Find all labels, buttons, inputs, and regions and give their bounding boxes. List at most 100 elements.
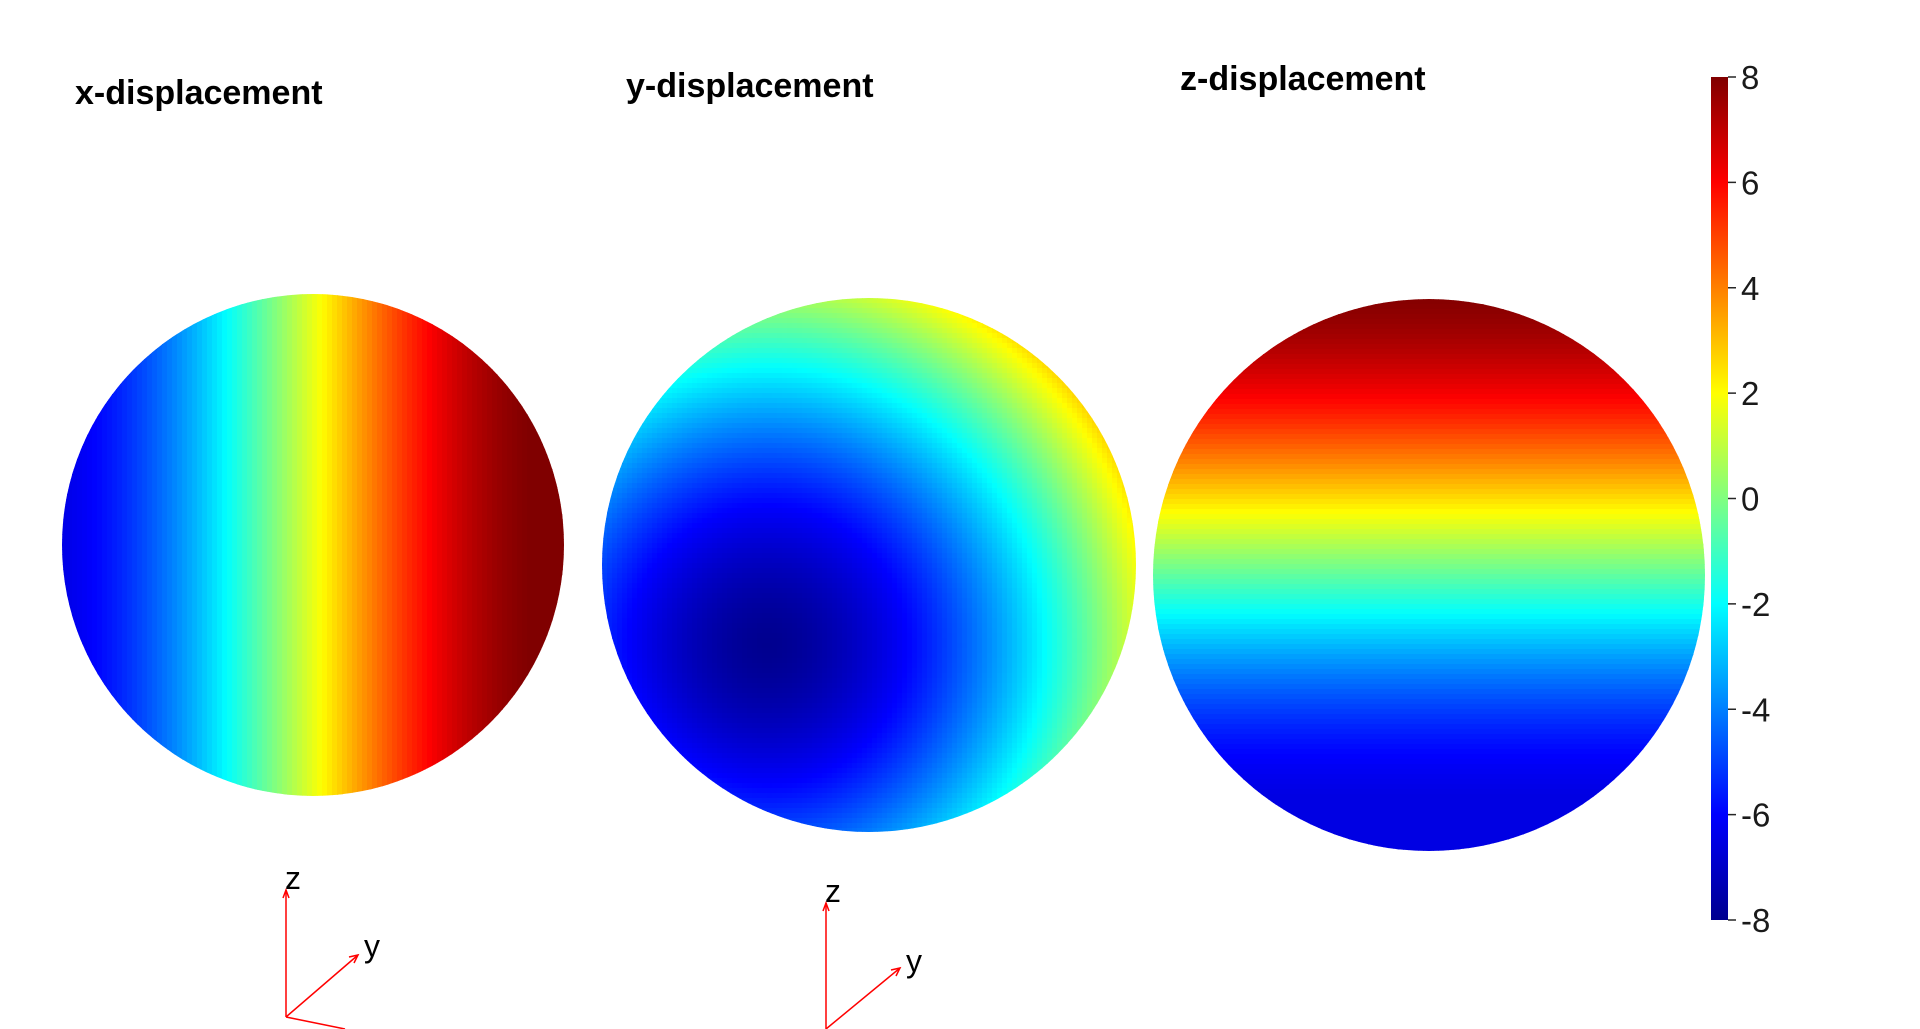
surface-cell: [247, 359, 253, 365]
surface-cell: [207, 379, 213, 385]
surface-cell: [242, 359, 248, 365]
surface-cell: [437, 544, 443, 550]
surface-cell: [192, 409, 198, 415]
surface-cell: [242, 439, 248, 445]
surface-cell: [357, 579, 363, 585]
surface-cell: [287, 474, 293, 480]
surface-cell: [377, 529, 383, 535]
surface-cell: [442, 514, 448, 520]
surface-cell: [277, 339, 283, 345]
surface-cell: [462, 514, 468, 520]
surface-cell: [532, 504, 538, 510]
surface-cell: [427, 409, 433, 415]
surface-cell: [422, 454, 428, 460]
surface-cell: [302, 384, 308, 390]
surface-cell: [387, 544, 393, 550]
surface-cell: [437, 359, 443, 365]
surface-cell: [207, 414, 213, 420]
surface-cell: [322, 519, 328, 525]
surface-cell: [472, 549, 478, 555]
surface-cell: [442, 524, 448, 530]
surface-cell: [362, 309, 368, 315]
surface-cell: [552, 544, 558, 550]
surface-cell: [362, 539, 368, 545]
surface-cell: [277, 414, 283, 420]
surface-cell: [292, 494, 298, 500]
surface-cell: [387, 304, 393, 310]
surface-cell: [182, 334, 188, 340]
surface-cell: [407, 379, 413, 385]
surface-cell: [457, 514, 463, 520]
surface-cell: [457, 529, 463, 535]
surface-cell: [227, 484, 233, 490]
surface-cell: [122, 374, 128, 380]
surface-cell: [487, 494, 493, 500]
surface-cell: [277, 519, 283, 525]
surface-cell: [467, 489, 473, 495]
surface-cell: [347, 344, 353, 350]
surface-cell: [292, 424, 298, 430]
surface-cell: [357, 379, 363, 385]
surface-cell: [372, 309, 378, 315]
surface-cell: [247, 419, 253, 425]
surface-cell: [402, 439, 408, 445]
surface-cell: [82, 429, 88, 435]
surface-cell: [127, 524, 133, 530]
surface-cell: [242, 424, 248, 430]
surface-cell: [162, 339, 168, 345]
surface-cell: [457, 459, 463, 465]
surface-cell: [402, 494, 408, 500]
surface-cell: [387, 394, 393, 400]
surface-cell: [317, 314, 323, 320]
surface-cell: [432, 314, 438, 320]
surface-cell: [492, 379, 498, 385]
surface-cell: [362, 569, 368, 575]
surface-cell: [432, 549, 438, 555]
surface-cell: [232, 519, 238, 525]
surface-cell: [392, 419, 398, 425]
surface-cell: [487, 429, 493, 435]
surface-cell: [252, 304, 258, 310]
surface-cell: [387, 419, 393, 425]
surface-cell: [457, 494, 463, 500]
surface-cell: [367, 504, 373, 510]
surface-cell: [212, 399, 218, 405]
surface-cell: [327, 454, 333, 460]
surface-cell: [322, 414, 328, 420]
surface-cell: [532, 529, 538, 535]
surface-cell: [307, 499, 313, 505]
surface-cell: [122, 404, 128, 410]
surface-cell: [457, 554, 463, 560]
surface-cell: [197, 489, 203, 495]
surface-cell: [117, 559, 123, 565]
surface-cell: [482, 494, 488, 500]
surface-cell: [242, 364, 248, 370]
surface-cell: [272, 334, 278, 340]
surface-cell: [82, 509, 88, 515]
surface-cell: [562, 554, 564, 560]
surface-cell: [512, 534, 518, 540]
surface-cell: [132, 439, 138, 445]
surface-cell: [202, 469, 208, 475]
surface-cell: [262, 484, 268, 490]
surface-cell: [157, 379, 163, 385]
surface-cell: [452, 519, 458, 525]
surface-cell: [442, 554, 448, 560]
surface-cell: [272, 299, 278, 305]
surface-cell: [187, 369, 193, 375]
surface-cell: [342, 469, 348, 475]
surface-cell: [557, 484, 563, 490]
surface-cell: [372, 439, 378, 445]
surface-cell: [427, 444, 433, 450]
surface-cell: [112, 529, 118, 535]
surface-cell: [282, 389, 288, 395]
surface-cell: [392, 504, 398, 510]
surface-cell: [237, 299, 243, 305]
surface-cell: [192, 444, 198, 450]
surface-cell: [82, 539, 88, 545]
surface-cell: [167, 529, 173, 535]
surface-cell: [167, 389, 173, 395]
surface-cell: [222, 429, 228, 435]
surface-cell: [382, 519, 388, 525]
